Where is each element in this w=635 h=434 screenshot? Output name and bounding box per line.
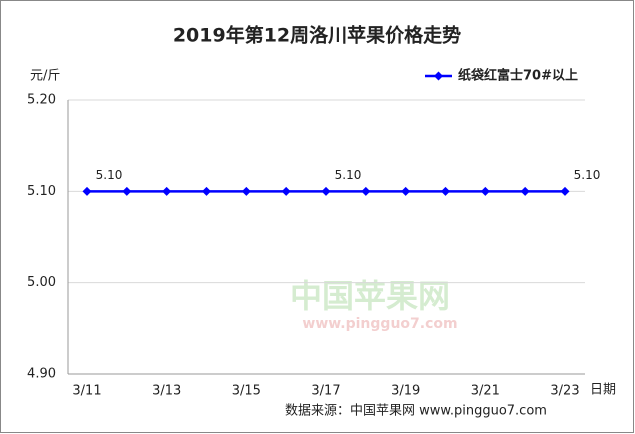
point: [162, 186, 172, 196]
y-tick-label: 4.90: [27, 367, 56, 382]
x-tick-label: 3/13: [152, 384, 181, 399]
point: [520, 186, 530, 196]
point: [122, 186, 132, 196]
y-tick-label: 5.10: [27, 184, 56, 199]
point: [560, 186, 570, 196]
point: [401, 186, 411, 196]
point: [281, 186, 291, 196]
watermark-url: www.pingguo7.com: [302, 316, 457, 332]
y-unit: 元/斤: [30, 69, 60, 84]
x-tick-label: 3/19: [391, 384, 420, 399]
value-label: 5.10: [96, 168, 123, 182]
x-axis-label: 日期: [590, 383, 616, 398]
x-tick-label: 3/11: [72, 384, 101, 399]
legend-label: 纸袋红富士70#以上: [458, 68, 578, 84]
value-label: 5.10: [335, 168, 362, 182]
x-tick-label: 3/21: [471, 384, 500, 399]
point: [241, 186, 251, 196]
point: [480, 186, 490, 196]
watermark: 中国苹果网: [290, 277, 450, 315]
point: [202, 186, 211, 196]
x-tick-label: 3/15: [232, 384, 261, 399]
point: [82, 186, 92, 196]
legend-marker: [434, 71, 443, 81]
y-tick-label: 5.00: [27, 275, 56, 290]
point: [361, 186, 371, 196]
point: [321, 186, 331, 196]
source: 数据来源：中国苹果网 www.pingguo7.com: [285, 404, 547, 419]
x-tick-label: 3/23: [550, 384, 579, 399]
y-tick-label: 5.20: [27, 93, 56, 108]
chart-title: 2019年第12周洛川苹果价格走势: [173, 24, 461, 47]
value-label: 5.10: [574, 168, 601, 182]
x-tick-label: 3/17: [311, 384, 340, 399]
point: [441, 186, 450, 196]
